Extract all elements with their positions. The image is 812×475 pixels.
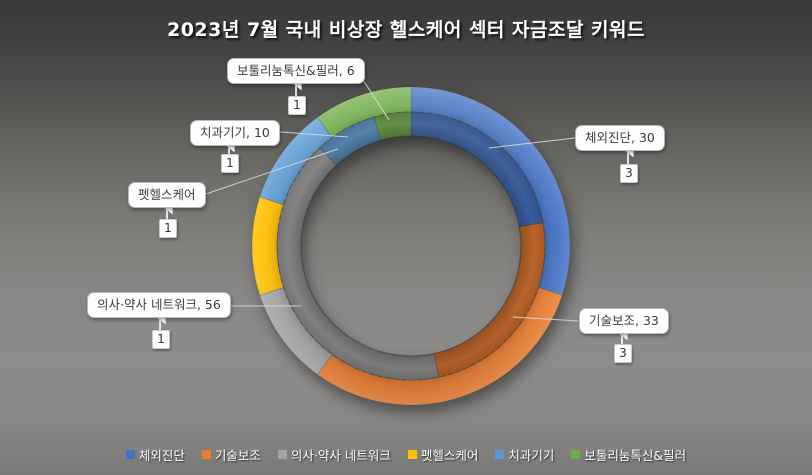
- legend-swatch-icon: [125, 450, 135, 459]
- count-label-1[interactable]: 3: [614, 344, 632, 363]
- legend-swatch-icon: [495, 450, 505, 459]
- count-label-2[interactable]: 1: [152, 330, 170, 349]
- legend-item-4[interactable]: 치과기기: [495, 445, 554, 464]
- legend-swatch-icon: [201, 450, 211, 459]
- legend-item-1[interactable]: 기술보조: [201, 445, 261, 464]
- donut-rings: [251, 86, 571, 406]
- count-label-3[interactable]: 1: [159, 219, 177, 238]
- legend-label: 펫헬스케어: [420, 448, 479, 463]
- data-label-3[interactable]: 펫헬스케어: [128, 182, 206, 208]
- legend-label: 보툴리눔톡신&필러: [584, 448, 687, 463]
- legend-label: 기술보조: [214, 448, 261, 463]
- count-label-4[interactable]: 1: [221, 154, 239, 173]
- data-label-4[interactable]: 치과기기, 10: [190, 120, 280, 146]
- legend-label: 의사·약사 네트워크: [290, 448, 391, 463]
- legend-label: 체외진단: [138, 448, 185, 463]
- data-label-5[interactable]: 보툴리눔톡신&필러, 6: [227, 58, 365, 84]
- legend-swatch-icon: [571, 450, 581, 459]
- slice-inner-1[interactable]: [433, 222, 546, 378]
- legend-item-5[interactable]: 보툴리눔톡신&필러: [571, 445, 686, 464]
- data-label-1[interactable]: 기술보조, 33: [579, 308, 669, 334]
- chart-title[interactable]: 2023년 7월 국내 비상장 헬스케어 섹터 자금조달 키워드: [166, 19, 645, 41]
- data-label-2[interactable]: 의사·약사 네트워크, 56: [87, 292, 231, 318]
- legend-item-0[interactable]: 체외진단: [125, 445, 185, 464]
- legend-swatch-icon: [407, 450, 417, 459]
- count-label-5[interactable]: 1: [288, 96, 306, 115]
- legend-label: 치과기기: [508, 448, 555, 463]
- leader-lines: [157, 68, 634, 344]
- legend-item-2[interactable]: 의사·약사 네트워크: [277, 445, 391, 464]
- legend: 체외진단 기술보조 의사·약사 네트워크 펫헬스케어 치과기기 보툴리눔톡신&필러: [0, 445, 812, 464]
- legend-swatch-icon: [277, 450, 287, 459]
- count-label-0[interactable]: 3: [620, 164, 638, 183]
- data-label-0[interactable]: 체외진단, 30: [575, 125, 665, 151]
- legend-item-3[interactable]: 펫헬스케어: [407, 445, 479, 464]
